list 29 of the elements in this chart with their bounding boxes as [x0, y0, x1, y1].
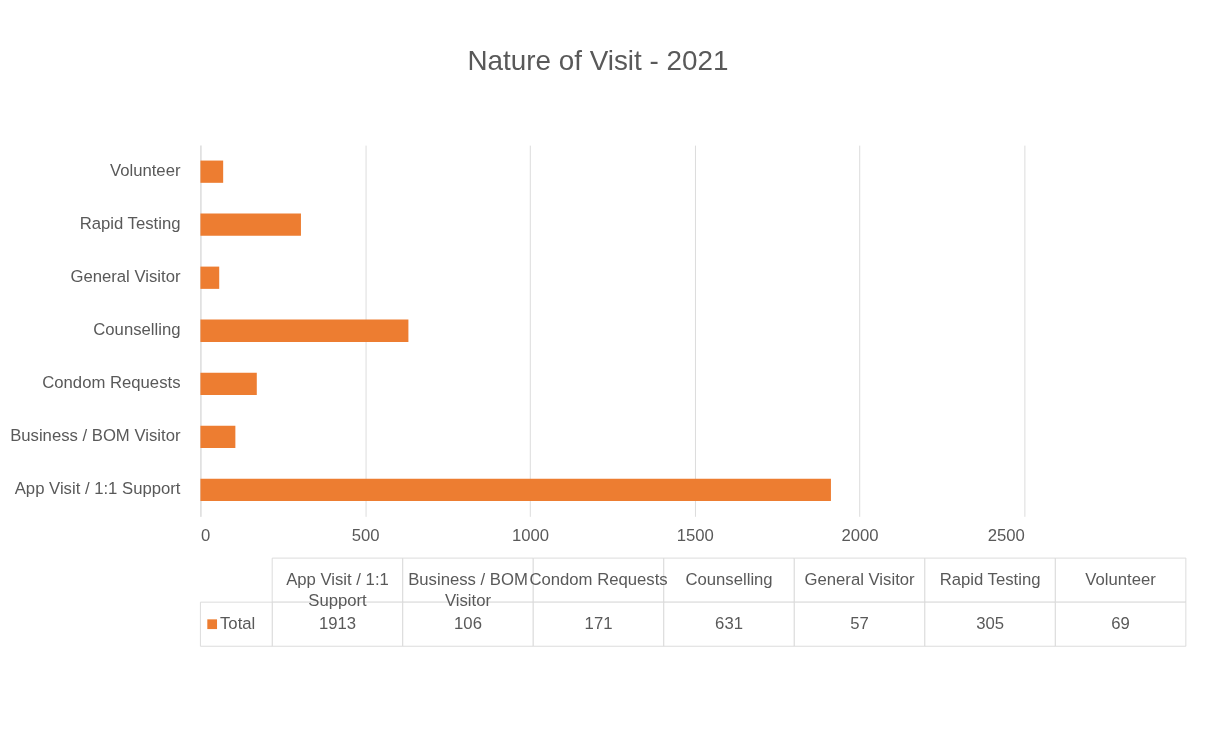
y-tick-label: Counselling: [93, 320, 181, 340]
y-tick-label: Rapid Testing: [79, 214, 181, 234]
text: 57: [850, 613, 869, 633]
x-tick-label: 500: [351, 525, 380, 545]
x-tick-label: 0: [200, 525, 211, 545]
text: 631: [715, 613, 743, 633]
text: 106: [454, 613, 482, 633]
text: 69: [1111, 613, 1130, 633]
category-label: Rapid Testing: [939, 569, 1041, 589]
x-tick-label: 1000: [511, 525, 550, 545]
x-tick-label: 1500: [676, 525, 714, 545]
category-label: App Visit / 1:1 Support: [286, 569, 389, 611]
category-label: General Visitor: [804, 569, 915, 589]
y-tick-label: Condom Requests: [42, 373, 181, 393]
x-tick-label: 2500: [987, 525, 1025, 545]
text: 305: [976, 613, 1005, 633]
category-label: Counselling: [685, 569, 773, 589]
category-label: Condom Requests: [529, 569, 668, 589]
text: 1913: [318, 613, 357, 633]
legend-label: Total: [220, 613, 256, 633]
text: 171: [584, 613, 613, 633]
category-label: Business / BOM Visitor: [408, 569, 528, 611]
y-tick-label: General Visitor: [70, 267, 181, 287]
category-label: Volunteer: [1085, 569, 1156, 589]
y-tick-label: Business / BOM Visitor: [10, 426, 181, 446]
y-tick-label: App Visit / 1:1 Support: [14, 479, 181, 499]
x-tick-label: 2000: [841, 525, 879, 545]
y-tick-label: Volunteer: [109, 161, 181, 181]
chart-title: Nature of Visit - 2021: [467, 45, 729, 77]
